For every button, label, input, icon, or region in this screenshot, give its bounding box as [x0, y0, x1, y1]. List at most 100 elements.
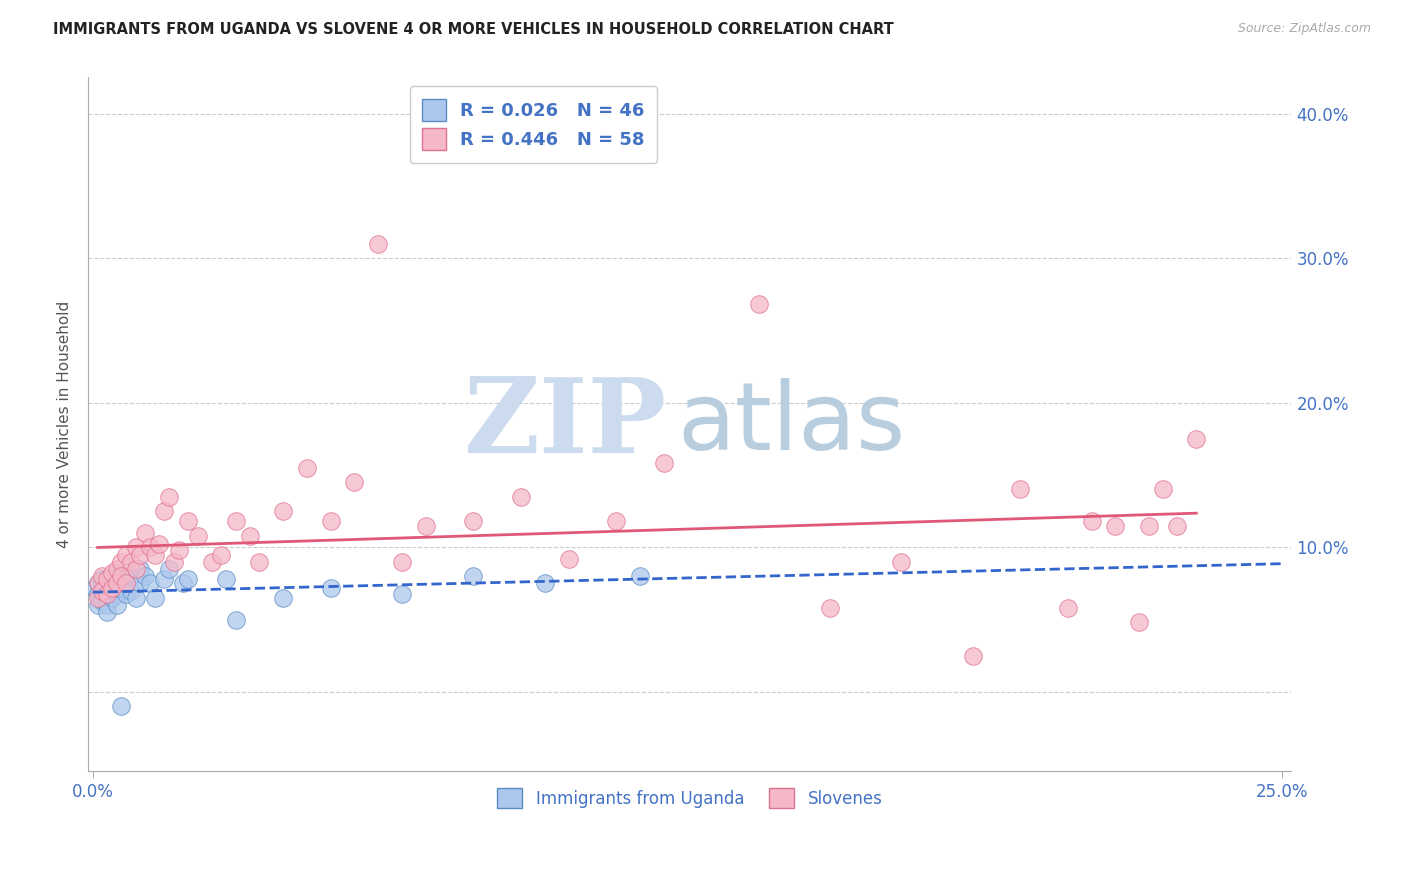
Point: [163, 555, 186, 569]
Point: [748, 297, 770, 311]
Point: [105, 576, 128, 591]
Point: [1057, 601, 1080, 615]
Point: [115, 576, 138, 591]
Point: [86, 598, 108, 612]
Point: [1137, 518, 1160, 533]
Point: [96, 586, 118, 600]
Point: [125, 541, 148, 555]
Legend: Immigrants from Uganda, Slovenes: Immigrants from Uganda, Slovenes: [491, 781, 889, 815]
Point: [115, 586, 138, 600]
Point: [187, 529, 209, 543]
Point: [177, 514, 200, 528]
Point: [319, 514, 342, 528]
Point: [129, 576, 152, 591]
Point: [105, 576, 128, 591]
Point: [91, 569, 114, 583]
Point: [86, 591, 108, 605]
Point: [86, 576, 108, 591]
Point: [271, 591, 294, 605]
Point: [295, 460, 318, 475]
Text: atlas: atlas: [678, 378, 905, 470]
Point: [110, 699, 132, 714]
Point: [86, 586, 108, 600]
Point: [101, 581, 124, 595]
Point: [148, 537, 170, 551]
Text: Source: ZipAtlas.com: Source: ZipAtlas.com: [1237, 22, 1371, 36]
Point: [125, 591, 148, 605]
Point: [91, 572, 114, 586]
Point: [139, 541, 162, 555]
Point: [463, 514, 485, 528]
Point: [153, 504, 176, 518]
Point: [215, 572, 238, 586]
Text: IMMIGRANTS FROM UGANDA VS SLOVENE 4 OR MORE VEHICLES IN HOUSEHOLD CORRELATION CH: IMMIGRANTS FROM UGANDA VS SLOVENE 4 OR M…: [53, 22, 894, 37]
Point: [319, 581, 342, 595]
Point: [177, 572, 200, 586]
Point: [134, 569, 156, 583]
Point: [1185, 432, 1208, 446]
Point: [818, 601, 841, 615]
Point: [1080, 514, 1102, 528]
Point: [96, 598, 118, 612]
Point: [247, 555, 270, 569]
Point: [1010, 483, 1032, 497]
Point: [91, 591, 114, 605]
Point: [110, 569, 132, 583]
Point: [1104, 518, 1126, 533]
Point: [157, 490, 180, 504]
Point: [91, 594, 114, 608]
Point: [120, 555, 142, 569]
Point: [110, 581, 132, 595]
Point: [225, 514, 247, 528]
Point: [105, 566, 128, 581]
Point: [84, 581, 107, 595]
Point: [101, 566, 124, 581]
Point: [143, 591, 166, 605]
Point: [652, 457, 675, 471]
Point: [628, 569, 651, 583]
Point: [91, 583, 114, 598]
Point: [1166, 518, 1188, 533]
Point: [463, 569, 485, 583]
Point: [510, 490, 533, 504]
Point: [105, 562, 128, 576]
Point: [239, 529, 262, 543]
Point: [86, 576, 108, 591]
Point: [115, 566, 138, 581]
Point: [96, 586, 118, 600]
Point: [105, 598, 128, 612]
Point: [101, 581, 124, 595]
Point: [367, 236, 389, 251]
Point: [139, 576, 162, 591]
Point: [167, 543, 190, 558]
Point: [157, 562, 180, 576]
Point: [96, 572, 118, 586]
Point: [101, 591, 124, 605]
Point: [110, 555, 132, 569]
Point: [115, 548, 138, 562]
Point: [143, 548, 166, 562]
Point: [125, 562, 148, 576]
Point: [153, 572, 176, 586]
Point: [91, 581, 114, 595]
Point: [105, 586, 128, 600]
Point: [201, 555, 224, 569]
Point: [209, 548, 232, 562]
Point: [391, 586, 413, 600]
Point: [415, 518, 437, 533]
Text: ZIP: ZIP: [463, 374, 665, 475]
Y-axis label: 4 or more Vehicles in Household: 4 or more Vehicles in Household: [58, 301, 72, 548]
Point: [1152, 483, 1174, 497]
Point: [91, 583, 114, 598]
Point: [962, 648, 984, 663]
Point: [890, 555, 912, 569]
Point: [1128, 615, 1150, 630]
Point: [391, 555, 413, 569]
Point: [115, 576, 138, 591]
Point: [134, 525, 156, 540]
Point: [271, 504, 294, 518]
Point: [129, 562, 152, 576]
Point: [533, 576, 555, 591]
Point: [96, 605, 118, 619]
Point: [172, 576, 194, 591]
